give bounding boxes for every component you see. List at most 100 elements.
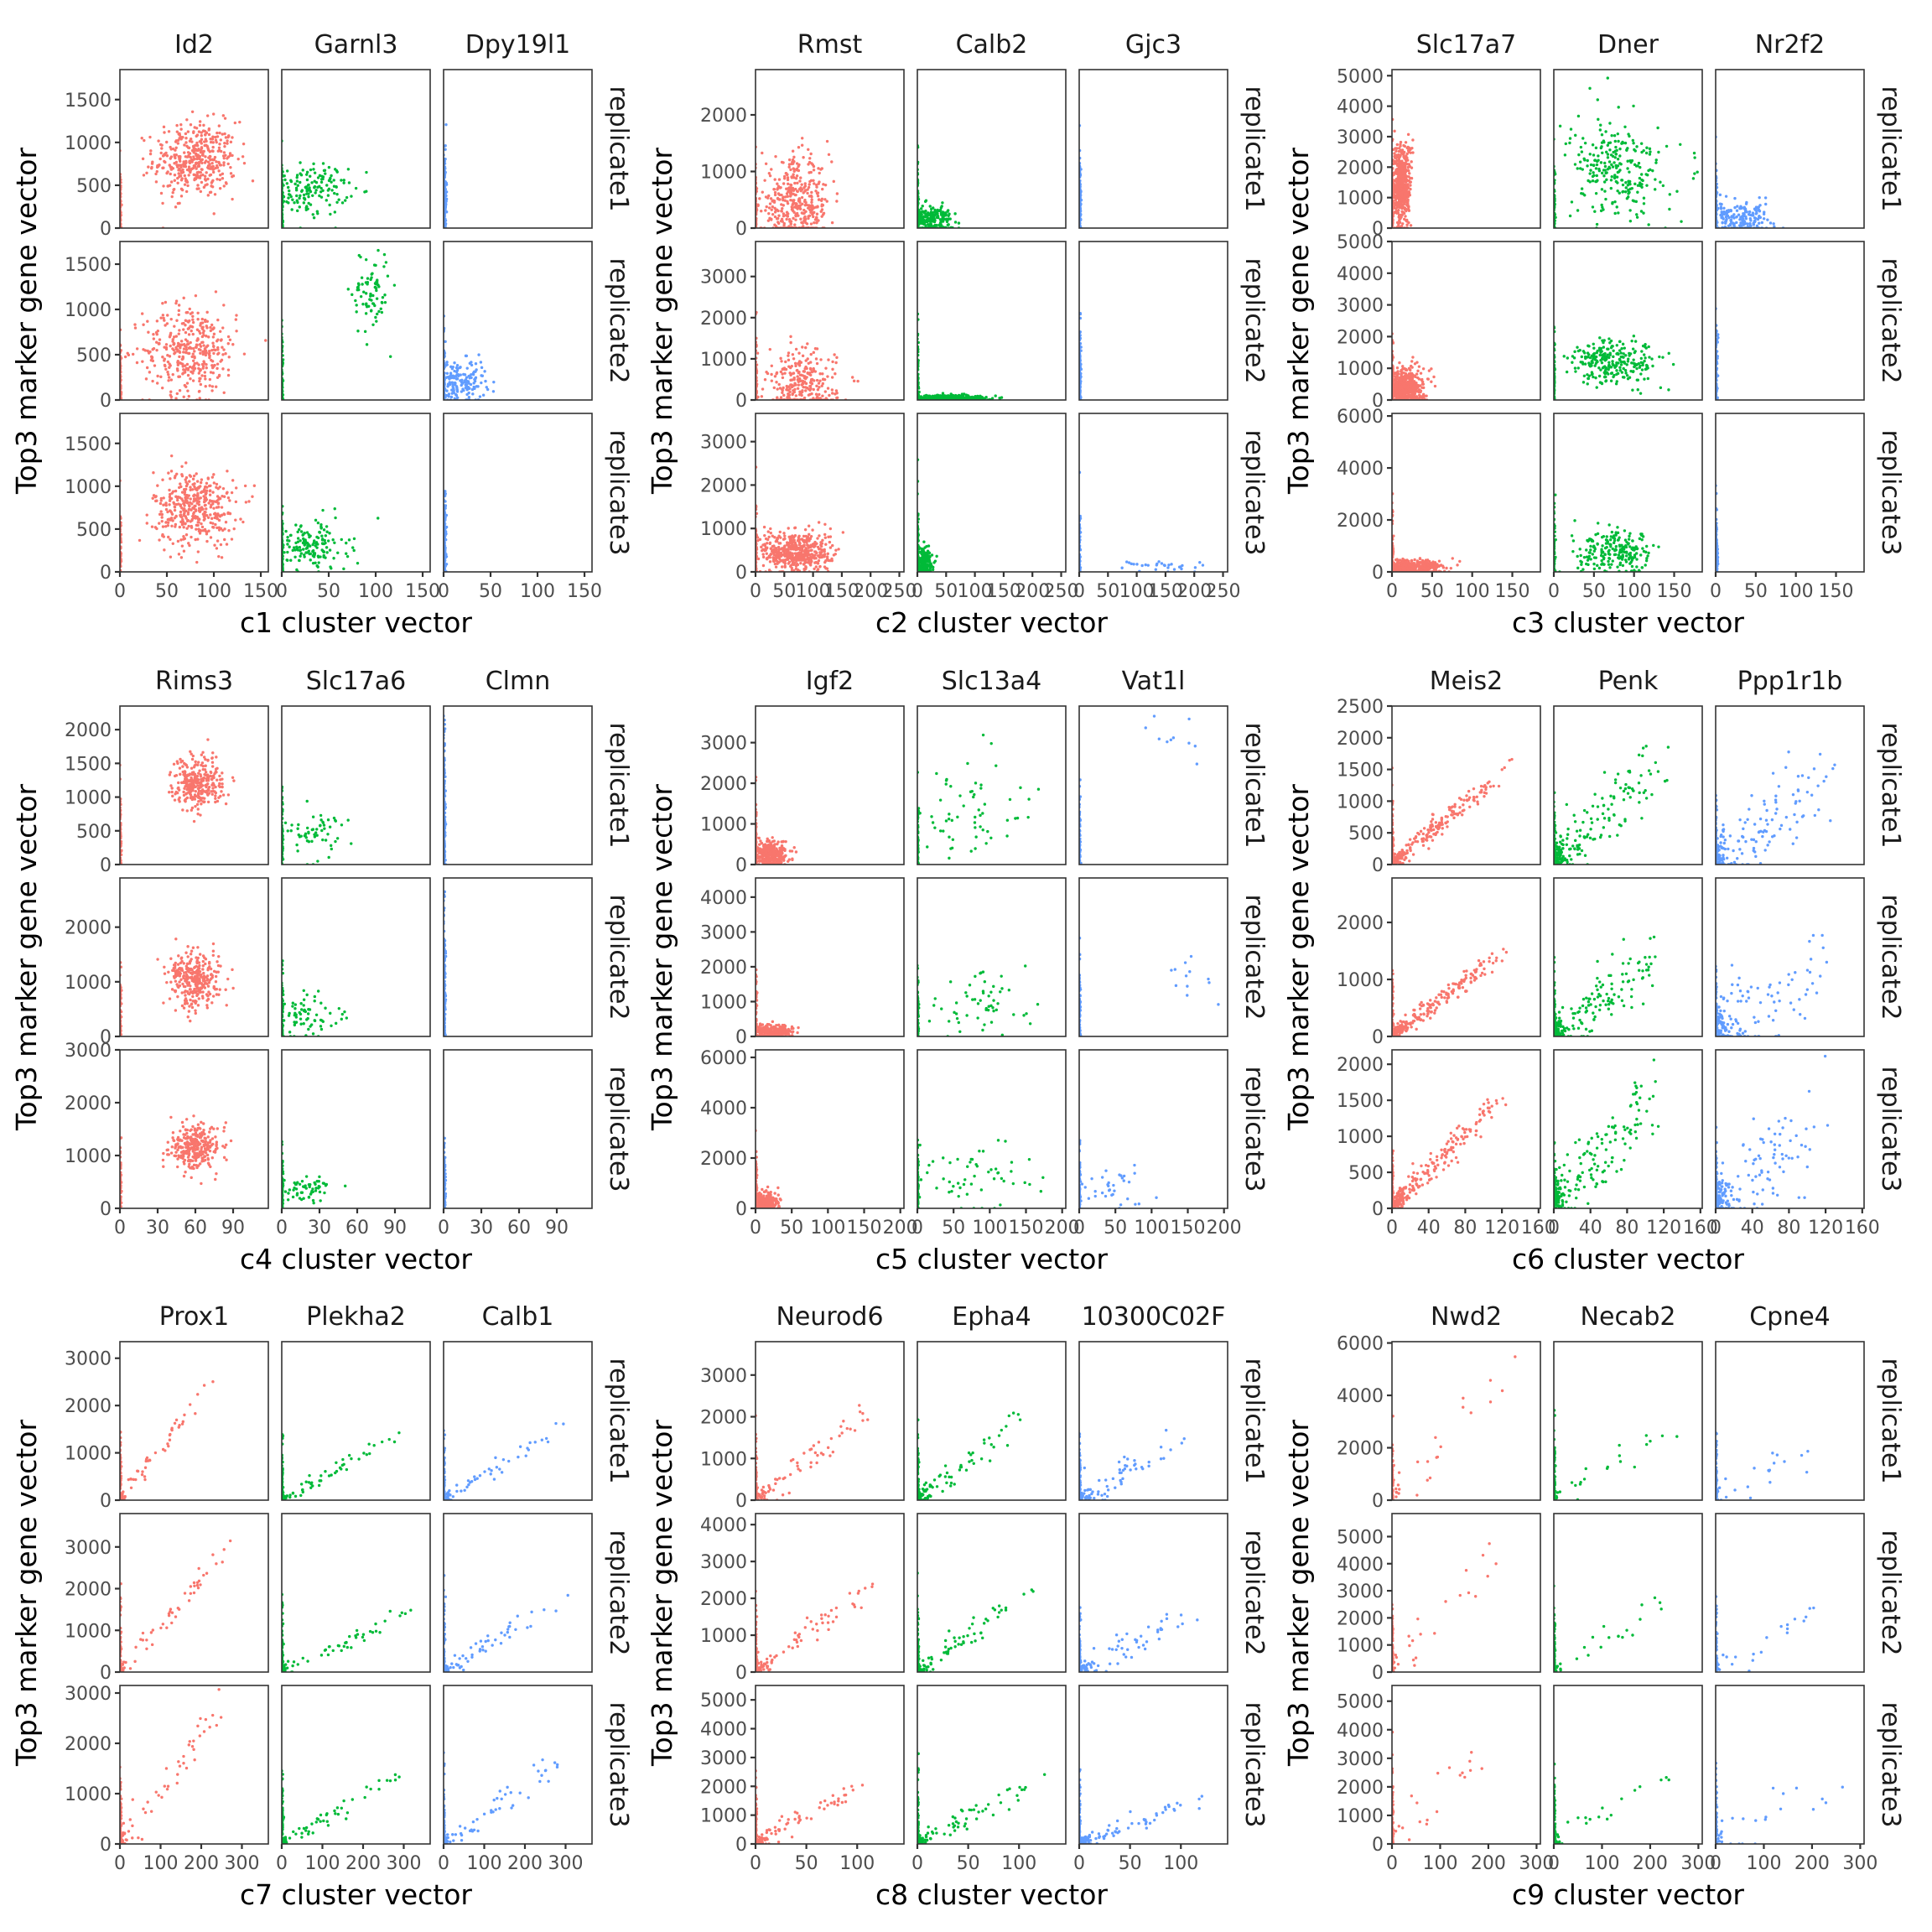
data-point <box>371 273 373 275</box>
panel-background <box>282 70 430 228</box>
data-point <box>821 167 823 169</box>
data-point <box>368 298 371 300</box>
data-point <box>462 389 465 392</box>
data-point <box>377 283 379 286</box>
data-point <box>235 330 237 332</box>
data-point <box>222 304 225 306</box>
data-point <box>314 171 316 174</box>
data-point <box>289 534 292 537</box>
data-point <box>953 212 956 215</box>
data-point <box>218 147 221 149</box>
data-point <box>285 558 288 561</box>
data-point <box>818 521 820 523</box>
data-point <box>180 465 183 468</box>
data-point <box>799 391 802 393</box>
data-point <box>212 327 215 330</box>
panel-c2-Rmst-replicate2 <box>754 242 904 402</box>
data-point <box>234 122 236 124</box>
data-point <box>283 551 285 553</box>
data-point <box>819 358 822 361</box>
data-point <box>173 325 175 327</box>
data-point <box>807 215 809 217</box>
data-point <box>771 208 773 210</box>
data-point <box>314 191 316 194</box>
data-point <box>470 373 472 376</box>
data-point <box>950 392 953 395</box>
data-point <box>305 547 308 549</box>
data-point <box>188 333 190 335</box>
data-point <box>374 282 377 284</box>
data-point <box>183 550 185 553</box>
data-point <box>286 169 288 172</box>
data-point <box>828 153 830 156</box>
data-point <box>191 371 194 374</box>
data-point <box>305 205 308 207</box>
row-strip-label: replicate1 <box>1239 86 1269 211</box>
data-point <box>205 144 207 147</box>
data-point <box>790 186 792 189</box>
data-point <box>141 137 143 139</box>
column-strip-label: Rmst <box>797 30 863 60</box>
data-point <box>169 173 172 175</box>
data-point <box>347 288 350 290</box>
data-point <box>380 308 382 310</box>
data-point <box>192 477 195 480</box>
data-point <box>158 522 160 524</box>
data-point <box>325 199 328 201</box>
data-point <box>362 291 365 293</box>
data-point <box>287 201 289 204</box>
data-point <box>447 383 449 386</box>
data-point <box>184 510 187 512</box>
data-point <box>195 343 198 345</box>
data-point <box>161 356 164 358</box>
data-point <box>761 190 764 193</box>
data-point <box>296 179 299 182</box>
data-point <box>182 171 184 174</box>
y-tick-label: 0 <box>735 391 747 412</box>
data-point <box>150 166 153 169</box>
data-point <box>306 171 309 174</box>
data-point <box>807 206 809 209</box>
data-point <box>192 333 195 335</box>
data-point <box>189 162 191 164</box>
data-point <box>776 221 779 223</box>
data-point <box>189 486 191 488</box>
data-point <box>330 180 332 183</box>
data-point <box>818 382 820 384</box>
data-point <box>308 186 310 189</box>
data-point <box>173 162 175 164</box>
data-point <box>192 158 195 161</box>
data-point <box>182 356 184 358</box>
data-point <box>328 204 330 206</box>
data-point <box>817 388 819 391</box>
data-point <box>200 481 202 484</box>
data-point <box>833 180 835 183</box>
data-point <box>920 207 922 210</box>
data-point <box>200 478 203 480</box>
data-point <box>314 189 317 191</box>
data-point <box>218 149 221 152</box>
data-point <box>184 331 187 334</box>
data-point <box>328 166 330 169</box>
data-point <box>197 149 200 152</box>
data-point <box>769 348 771 351</box>
data-point <box>165 348 168 351</box>
data-point <box>296 548 299 551</box>
data-point <box>155 349 158 351</box>
data-point <box>995 394 997 397</box>
data-point <box>341 201 344 204</box>
data-point <box>170 511 173 513</box>
data-point <box>163 160 165 163</box>
data-point <box>782 182 785 184</box>
panel-background <box>120 413 268 572</box>
data-point <box>328 532 330 534</box>
data-point <box>288 546 290 548</box>
data-point <box>826 375 828 377</box>
data-point <box>208 356 210 359</box>
panel-background <box>282 242 430 400</box>
data-point <box>333 542 335 544</box>
y-tick-label: 500 <box>76 176 112 197</box>
data-point <box>161 202 164 205</box>
y-tick-label: 2000 <box>700 475 747 496</box>
data-point <box>767 536 770 538</box>
